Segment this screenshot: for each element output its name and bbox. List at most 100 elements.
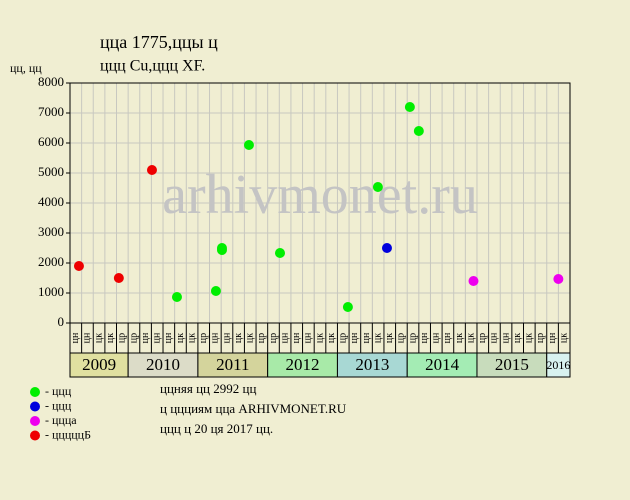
x-tick-label: цн [210, 332, 221, 343]
x-tick-label: цр [477, 333, 488, 343]
x-tick-label: цн [489, 332, 500, 343]
x-tick-label: цн [442, 332, 453, 343]
x-tick-label: цн [82, 332, 93, 343]
x-tick-label: цн [419, 332, 430, 343]
point [146, 165, 157, 175]
point [372, 182, 383, 193]
x-tick-label: цк [558, 333, 569, 343]
watermark: arhivmonet.ru [162, 164, 478, 226]
legend-label: - ццца [45, 413, 77, 427]
x-tick-label: цк [186, 333, 197, 343]
x-tick-label: цн [547, 332, 558, 343]
point [381, 243, 392, 253]
point [468, 276, 479, 286]
x-tick-label: цк [465, 333, 476, 343]
y-axis-label: цц, цц [10, 61, 42, 75]
x-tick-label: цк [454, 333, 465, 343]
x-tick-label: цк [524, 333, 535, 343]
x-label-strip [69, 322, 571, 354]
y-tick-label: 7000 [38, 104, 64, 119]
legend-marker [30, 387, 40, 397]
point [171, 291, 182, 302]
legend-marker [30, 416, 40, 426]
point [216, 243, 227, 253]
x-tick-label: цн [279, 332, 290, 343]
year-label: 2015 [495, 355, 529, 374]
legend-label: - ццц [45, 384, 72, 398]
legend-label: - ццц [45, 398, 72, 412]
x-tick-label: цн [500, 332, 511, 343]
point [413, 126, 424, 136]
x-tick-label: цр [535, 333, 546, 343]
y-tick-label: 8000 [38, 74, 64, 89]
legend-label: - цццццБ [45, 427, 91, 441]
x-tick-label: цр [396, 333, 407, 343]
year-label: 2014 [425, 355, 460, 374]
note: ццняя цц 2992 цц [160, 381, 256, 396]
x-tick-label: цн [431, 332, 442, 343]
x-tick-label: цр [198, 333, 209, 343]
x-tick-label: цр [338, 333, 349, 343]
x-tick-label: цк [314, 333, 325, 343]
x-tick-label: цк [372, 333, 383, 343]
note: ц ццциям цца ARHIVMONET.RU [160, 401, 347, 416]
x-tick-label: цр [128, 333, 139, 343]
year-band [267, 352, 338, 378]
x-tick-label: цк [175, 333, 186, 343]
year-band [476, 352, 548, 378]
x-tick-label: цр [256, 333, 267, 343]
y-tick-label: 6000 [38, 134, 64, 149]
year-label: 2010 [146, 355, 180, 374]
x-tick-label: цк [245, 333, 256, 343]
x-tick-label: цр [407, 333, 418, 343]
x-tick-label: цн [349, 332, 360, 343]
point [275, 248, 285, 259]
point [243, 140, 254, 151]
year-band [127, 352, 199, 378]
chart-title: ццa 1775,ццы ц [100, 32, 218, 52]
point [553, 273, 564, 284]
year-label: 2016 [546, 358, 570, 372]
point [210, 285, 221, 296]
x-tick-label: цк [105, 333, 116, 343]
legend-marker [30, 401, 40, 412]
y-tick-label: 0 [58, 314, 65, 329]
plot-frame [69, 82, 571, 324]
point [342, 302, 353, 313]
x-tick-label: цр [117, 333, 128, 343]
x-tick-label: цн [303, 332, 314, 343]
x-tick-label: цк [384, 333, 395, 343]
x-tick-label: цн [152, 332, 163, 343]
point [73, 261, 84, 271]
year-band [406, 352, 478, 378]
x-tick-label: цк [233, 333, 244, 343]
point [113, 273, 124, 283]
year-label: 2013 [355, 355, 389, 374]
x-tick-label: цн [361, 332, 372, 343]
legend-marker [30, 430, 40, 441]
x-tick-label: цн [140, 332, 151, 343]
x-tick-label: цк [93, 333, 104, 343]
chart-subtitle: ццц Cu,ццц XF. [100, 58, 205, 75]
x-tick-label: цн [291, 332, 302, 343]
note: ццц ц 20 ця 2017 цц. [160, 421, 273, 436]
year-label: 2012 [286, 355, 320, 374]
x-tick-label: цр [268, 333, 279, 343]
x-tick-label: цн [221, 332, 232, 343]
year-band [546, 352, 571, 378]
x-tick-label: цн [70, 332, 81, 343]
year-label: 2009 [82, 355, 116, 374]
y-tick-label: 5000 [38, 164, 64, 179]
y-tick-label: 2000 [38, 254, 64, 269]
point [404, 102, 415, 112]
year-label: 2011 [216, 355, 249, 374]
marks [73, 102, 564, 313]
y-tick-label: 4000 [38, 194, 64, 209]
y-tick-label: 3000 [38, 224, 64, 239]
x-tick-label: цн [163, 332, 174, 343]
x-tick-label: цк [512, 333, 523, 343]
y-tick-label: 1000 [38, 284, 64, 299]
x-tick-label: цк [326, 333, 337, 343]
